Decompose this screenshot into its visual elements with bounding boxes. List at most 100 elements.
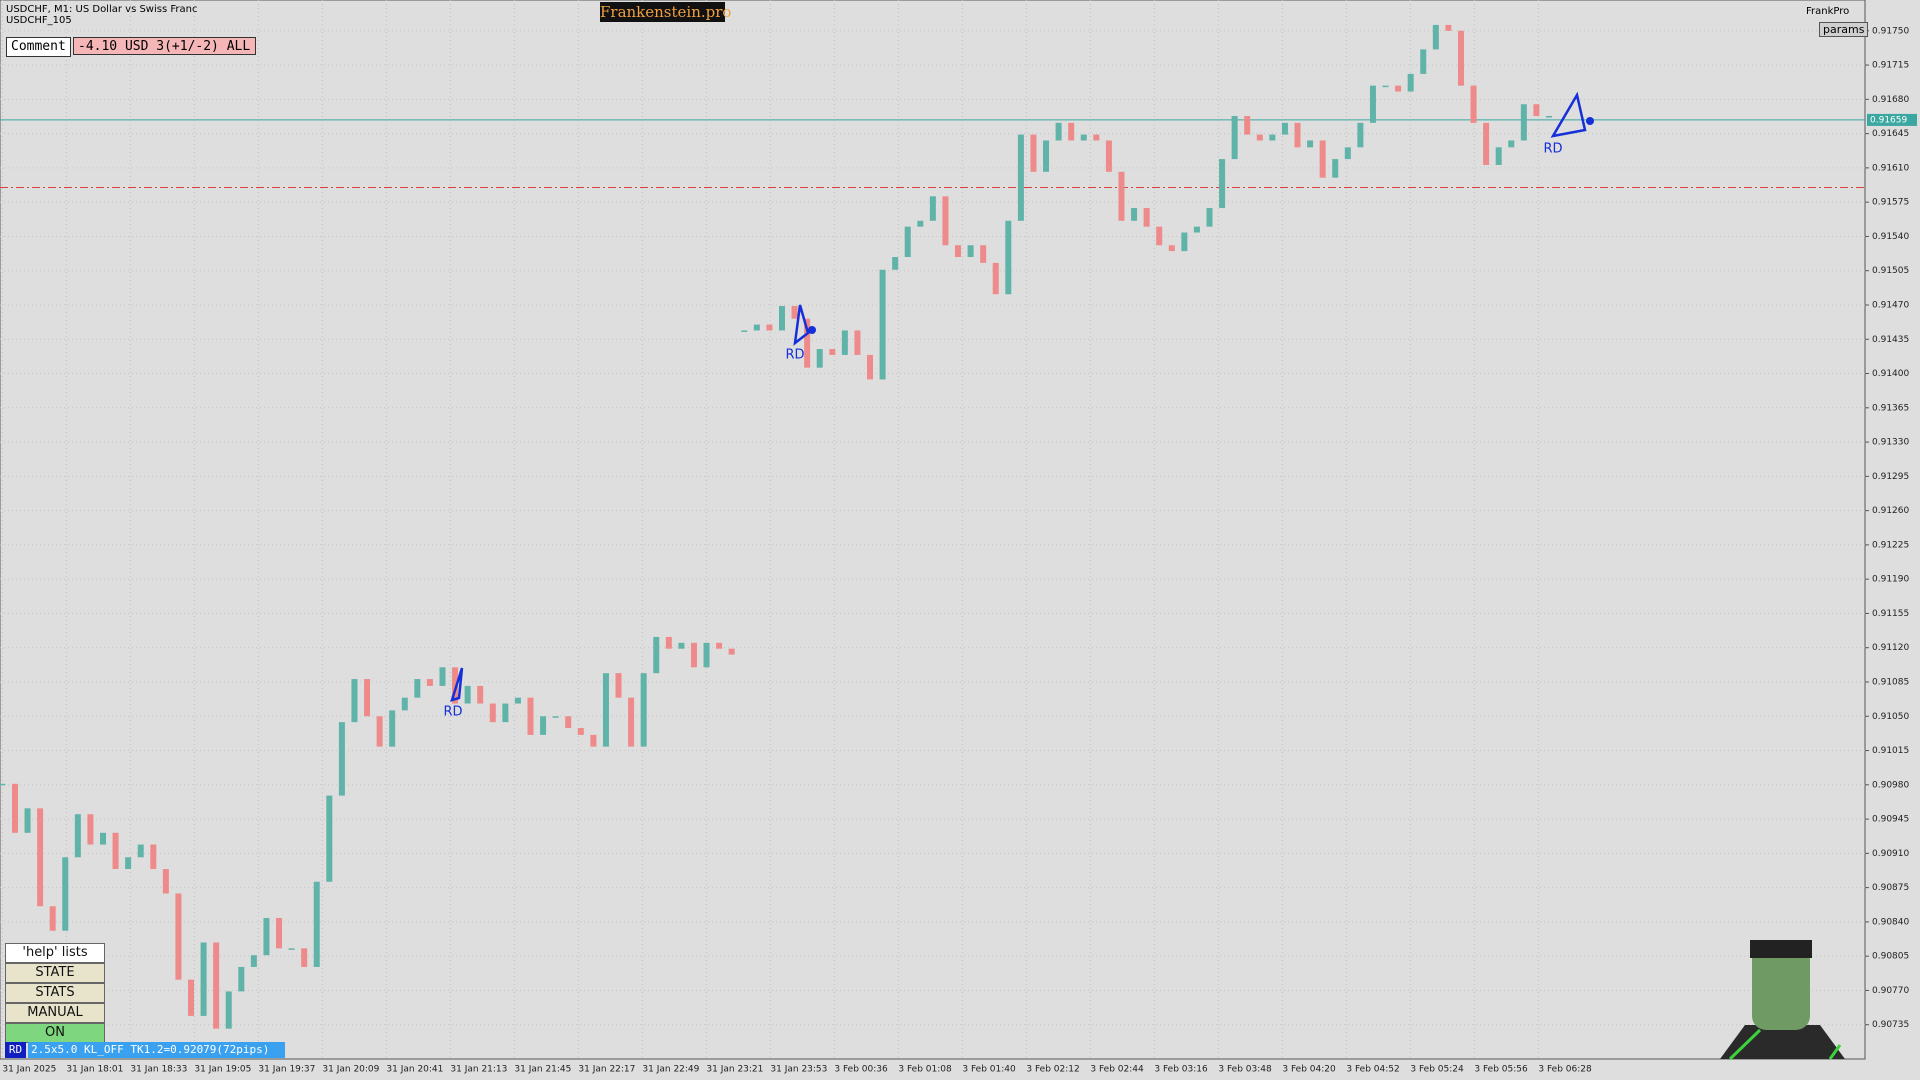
- candle: [1193, 226, 1200, 233]
- candle: [87, 814, 94, 845]
- candle: [1407, 73, 1414, 92]
- candle: [1483, 122, 1490, 165]
- candle: [1457, 30, 1464, 86]
- candle: [99, 832, 106, 845]
- candle: [1080, 134, 1087, 141]
- x-tick-label: 31 Jan 22:17: [578, 1065, 635, 1075]
- candle: [791, 305, 798, 319]
- candle: [728, 648, 735, 655]
- candle: [690, 642, 697, 668]
- y-tick-label: 0.91715: [1872, 61, 1909, 71]
- help-button[interactable]: 'help' lists cmds: [5, 943, 105, 978]
- status-text: 2.5x5.0 KL_OFF TK1.2=0.92079(72pips): [28, 1042, 285, 1058]
- candle: [1432, 24, 1439, 50]
- y-tick-label: 0.91400: [1872, 369, 1909, 379]
- candle: [753, 324, 760, 331]
- candle: [841, 330, 848, 355]
- y-tick-label: 0.91540: [1872, 232, 1909, 242]
- candle: [1269, 134, 1276, 141]
- y-tick-label: 0.90875: [1872, 883, 1909, 893]
- candle: [527, 697, 534, 735]
- y-tick-label: 0.91120: [1872, 643, 1909, 653]
- candle: [225, 991, 232, 1029]
- candle: [628, 697, 635, 747]
- x-tick-label: 3 Feb 05:56: [1474, 1065, 1528, 1075]
- y-tick-label: 0.91610: [1872, 163, 1909, 173]
- y-tick-label: 0.91645: [1872, 129, 1909, 139]
- candle: [188, 979, 195, 1016]
- x-tick-label: 3 Feb 01:08: [898, 1065, 952, 1075]
- candle: [1357, 122, 1364, 148]
- x-tick-label: 3 Feb 01:40: [962, 1065, 1016, 1075]
- candle: [1533, 104, 1540, 116]
- x-tick-label: 31 Jan 20:41: [386, 1065, 443, 1075]
- x-tick-label: 31 Jan 21:45: [514, 1065, 571, 1075]
- candle: [477, 685, 484, 704]
- candle: [602, 673, 609, 747]
- x-tick-label: 3 Feb 02:44: [1090, 1065, 1144, 1075]
- candle: [24, 808, 31, 833]
- candle: [892, 257, 899, 270]
- x-tick-label: 3 Feb 04:20: [1282, 1065, 1336, 1075]
- candle: [1332, 159, 1339, 178]
- candle: [175, 893, 182, 980]
- candle: [565, 716, 572, 729]
- pattern-dot: [1586, 117, 1594, 125]
- y-tick-label: 0.91750: [1872, 26, 1909, 36]
- y-tick-label: 0.91190: [1872, 575, 1909, 585]
- on-button[interactable]: ON: [5, 1023, 105, 1043]
- y-tick-label: 0.91295: [1872, 472, 1909, 482]
- y-tick-label: 0.90805: [1872, 952, 1909, 962]
- y-tick-label: 0.91470: [1872, 300, 1909, 310]
- params-button[interactable]: params: [1819, 22, 1869, 37]
- candle: [1118, 171, 1125, 221]
- candle: [1017, 134, 1024, 221]
- x-tick-label: 3 Feb 03:16: [1154, 1065, 1208, 1075]
- y-tick-label: 0.91015: [1872, 746, 1909, 756]
- candle: [276, 917, 283, 949]
- candle: [200, 942, 207, 1016]
- candle: [1294, 122, 1301, 148]
- comment-label: Comment: [6, 37, 71, 57]
- y-tick-label: 0.91155: [1872, 609, 1909, 619]
- candle: [867, 354, 874, 380]
- candle: [1256, 134, 1263, 141]
- candle: [854, 330, 861, 355]
- candle: [37, 808, 44, 907]
- y-tick-label: 0.91050: [1872, 712, 1909, 722]
- candle: [389, 710, 396, 747]
- candle: [49, 906, 56, 931]
- symbol-sub: USDCHF_105: [6, 15, 72, 26]
- candle: [364, 679, 371, 717]
- candle: [74, 814, 81, 858]
- candle: [816, 349, 823, 368]
- y-tick-label: 0.91505: [1872, 266, 1909, 276]
- candle: [1143, 208, 1150, 227]
- candle: [414, 679, 421, 698]
- candle: [62, 857, 69, 931]
- pattern-label: RD: [785, 348, 804, 363]
- candle: [1470, 85, 1477, 123]
- stats-button[interactable]: STATS: [5, 983, 105, 1003]
- candle: [514, 697, 521, 704]
- status-tag: RD: [5, 1042, 26, 1058]
- y-tick-label: 0.91365: [1872, 403, 1909, 413]
- candle: [326, 795, 333, 882]
- y-tick-label: 0.91330: [1872, 438, 1909, 448]
- candle: [942, 196, 949, 246]
- manual-button[interactable]: MANUAL: [5, 1003, 105, 1023]
- candle: [376, 716, 383, 747]
- brand-banner[interactable]: Frankenstein.pro: [600, 2, 732, 22]
- candle: [1545, 115, 1552, 118]
- candle: [917, 220, 924, 227]
- pattern-label: RD: [1543, 142, 1562, 157]
- candle: [615, 673, 622, 698]
- mascot-hair: [1750, 940, 1812, 958]
- pattern-markers: RD RD RD: [443, 91, 1594, 720]
- mascot-face: [1752, 945, 1810, 1030]
- state-button[interactable]: STATE: [5, 963, 105, 983]
- candle: [213, 942, 220, 1029]
- candle: [338, 722, 345, 796]
